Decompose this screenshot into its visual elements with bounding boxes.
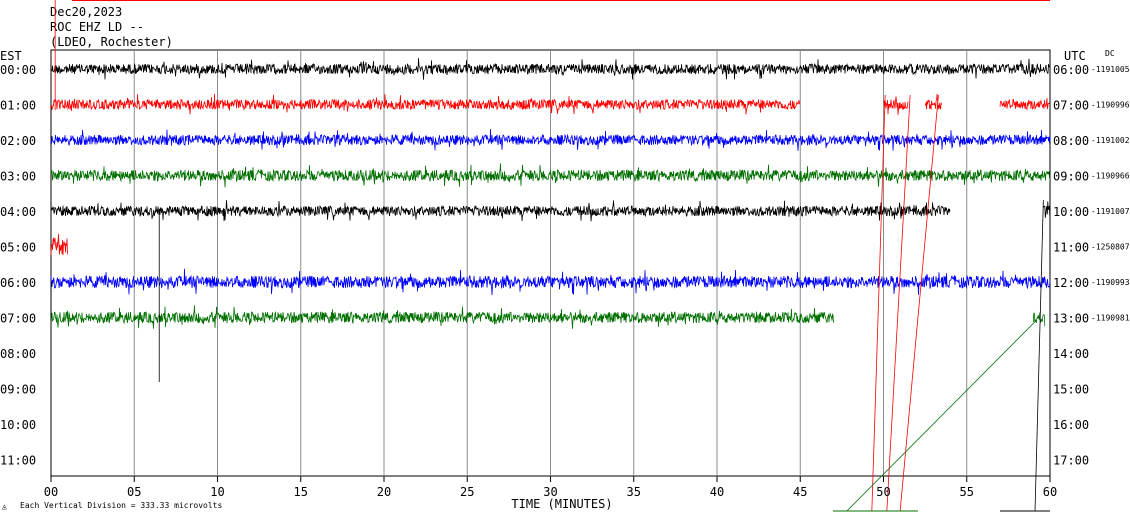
scale-note: Each Vertical Division = 333.33 microvol… [20, 501, 222, 510]
header-date: Dec20,2023 [50, 5, 122, 19]
x-tick-label: 45 [793, 485, 807, 499]
est-hour-label: 06:00 [0, 276, 36, 290]
utc-hour-label: 09:00 [1053, 170, 1089, 184]
x-tick-label: 00 [44, 485, 58, 499]
est-hour-label: 07:00 [0, 312, 36, 326]
dc-offset-label: -1190966 [1091, 172, 1130, 181]
est-hour-label: 05:00 [0, 241, 36, 255]
x-tick-label: 40 [710, 485, 724, 499]
utc-hour-label: 13:00 [1053, 312, 1089, 326]
seismic-trace [999, 98, 1050, 111]
utc-hour-label: 14:00 [1053, 347, 1089, 361]
utc-hour-label: 17:00 [1053, 454, 1089, 468]
dc-offset-label: -1191007 [1091, 207, 1130, 216]
black-end-stroke [1034, 199, 1044, 512]
seismic-trace [50, 58, 1051, 80]
dc-offset-label: -1191002 [1091, 136, 1130, 145]
seismic-trace [883, 96, 909, 115]
seismic-trace [924, 93, 942, 111]
red-diagonal-stroke [871, 94, 886, 512]
x-tick-label: 10 [210, 485, 224, 499]
utc-hour-label: 12:00 [1053, 276, 1089, 290]
dc-offset-label: -1250807 [1091, 243, 1130, 252]
x-tick-label: 25 [460, 485, 474, 499]
est-hour-label: 00:00 [0, 63, 36, 77]
utc-hour-label: 10:00 [1053, 205, 1089, 219]
est-hour-label: 09:00 [0, 383, 36, 397]
dc-column-label: DC [1105, 49, 1115, 58]
est-hour-label: 02:00 [0, 134, 36, 148]
dc-offset-label: -1190993 [1091, 278, 1130, 287]
diagonal-artifacts [50, 0, 1044, 512]
plot-frame [50, 49, 1051, 482]
footer-mark: ◬ [2, 502, 7, 511]
x-axis-title: TIME (MINUTES) [511, 497, 612, 511]
seismic-trace [50, 93, 801, 115]
est-hour-label: 01:00 [0, 99, 36, 113]
utc-hour-label: 11:00 [1053, 241, 1089, 255]
right-axis-label: UTC [1064, 49, 1086, 63]
x-tick-label: 50 [876, 485, 890, 499]
dc-offset-label: -1190996 [1091, 101, 1130, 110]
seismic-trace [50, 163, 1051, 188]
x-tick-label: 60 [1043, 485, 1057, 499]
seismic-trace [1032, 312, 1046, 327]
seismic-trace [1042, 201, 1051, 218]
x-tick-label: 35 [627, 485, 641, 499]
x-tick-label: 05 [127, 485, 141, 499]
utc-hour-label: 16:00 [1053, 418, 1089, 432]
est-hour-label: 03:00 [0, 170, 36, 184]
left-axis-label: EST [0, 49, 22, 63]
est-hour-label: 11:00 [0, 454, 36, 468]
seismic-trace [50, 233, 68, 256]
red-diagonal-stroke [886, 94, 911, 512]
header-channel: ROC EHZ LD -- [50, 20, 144, 34]
est-hour-label: 10:00 [0, 418, 36, 432]
header-network: (LDEO, Rochester) [50, 35, 173, 49]
est-hour-label: 08:00 [0, 347, 36, 361]
dc-offset-label: -1190981 [1091, 314, 1130, 323]
utc-hour-label: 06:00 [1053, 63, 1089, 77]
x-tick-label: 55 [960, 485, 974, 499]
seismic-trace [50, 268, 1051, 296]
seismic-trace [50, 200, 951, 222]
utc-hour-label: 07:00 [1053, 99, 1089, 113]
dc-offset-label: -1191005 [1091, 65, 1130, 74]
utc-hour-label: 08:00 [1053, 134, 1089, 148]
seismic-trace [50, 305, 834, 329]
x-tick-label: 15 [294, 485, 308, 499]
est-hour-label: 04:00 [0, 205, 36, 219]
green-diagonal-stroke [846, 319, 1037, 512]
x-tick-label: 30 [543, 485, 557, 499]
red-diagonal-stroke [899, 94, 939, 512]
x-tick-label: 20 [377, 485, 391, 499]
utc-hour-label: 15:00 [1053, 383, 1089, 397]
